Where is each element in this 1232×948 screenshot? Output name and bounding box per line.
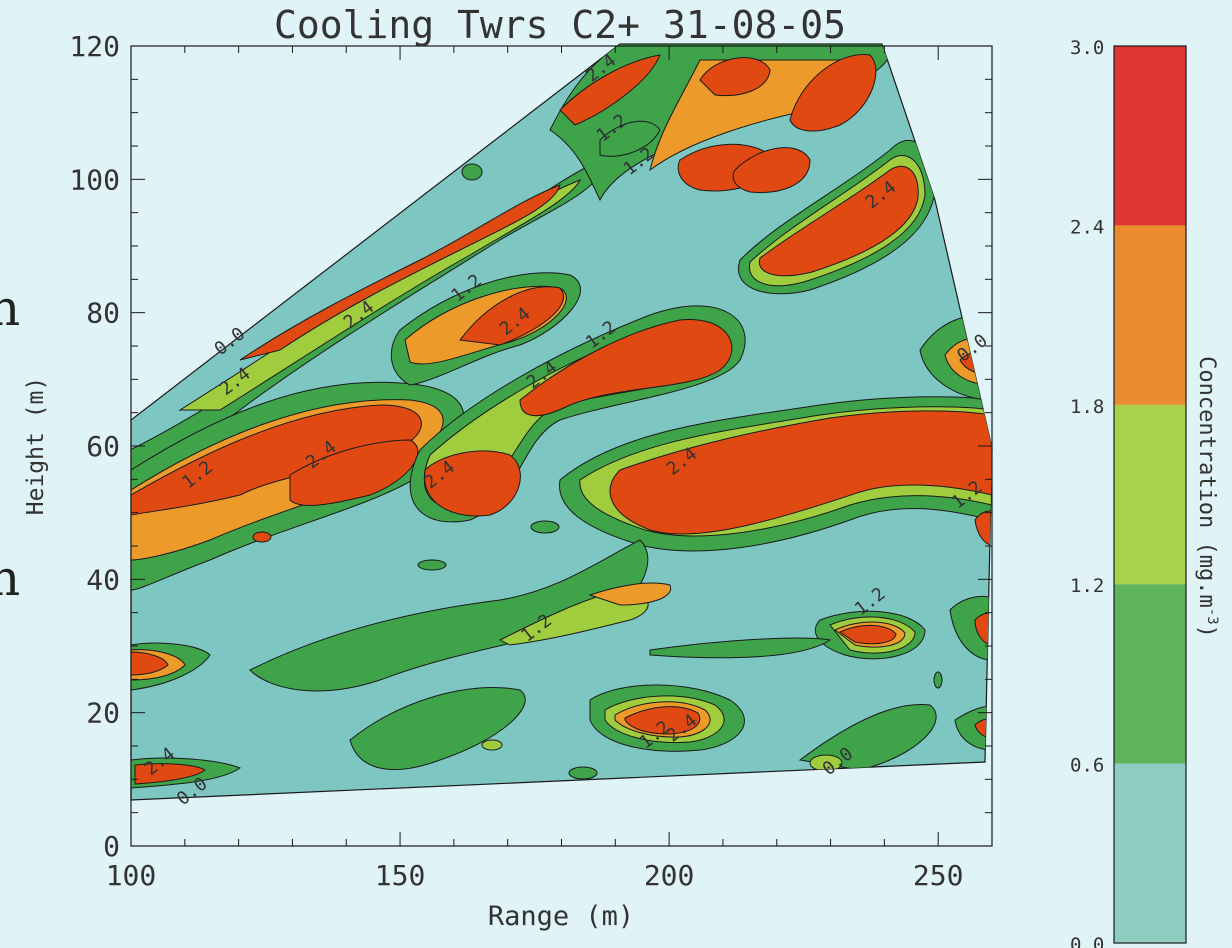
colorbar-block: [1114, 225, 1186, 405]
chart-title: Cooling Twrs C2+ 31-08-05: [274, 3, 846, 47]
x-tick-label: 100: [106, 859, 157, 892]
y-axis-label: Height (m): [23, 377, 49, 515]
colorbar-tick-label: 1.8: [1070, 396, 1104, 418]
plume-band-mid: [390, 272, 746, 523]
colorbar-tick-label: 1.2: [1070, 575, 1104, 597]
colorbar-tick-label: 3.0: [1070, 37, 1104, 59]
y-tick-label: 100: [69, 163, 120, 196]
y-tick-labels: 0 20 40 60 80 100 120: [69, 30, 120, 863]
colorbar-tick-label: 2.4: [1070, 216, 1104, 238]
colorbar-block: [1114, 46, 1186, 226]
plume-specks: [252, 163, 943, 780]
colorbar-block: [1114, 763, 1186, 943]
x-tick-label: 250: [913, 859, 964, 892]
y-tick-label: 60: [86, 430, 120, 463]
plot-area: 0.00.02.41.22.41.21.21.22.42.4 2.41.22.41…: [130, 43, 993, 847]
y-tick-label: 120: [69, 30, 120, 63]
y-tick-label: 20: [86, 697, 120, 730]
x-tick-labels: 100 150 200 250: [106, 859, 964, 892]
colorbar-blocks: [1114, 46, 1186, 943]
plume-band-lower: [249, 539, 937, 771]
colorbar-block: [1114, 584, 1186, 764]
y-tick-label: 80: [86, 297, 120, 330]
plume-band-upper: [131, 159, 602, 471]
colorbar: 0.0 0.6 1.2 1.8 2.4 3.0 Concentration (mg.m-3…: [1070, 37, 1220, 948]
plume-band-right: [559, 396, 992, 552]
x-axis-label: Range (m): [488, 901, 634, 932]
y-tick-label: 40: [86, 563, 120, 596]
edge-glyph: n: [0, 279, 20, 337]
colorbar-label-sup: -3: [1204, 608, 1220, 625]
colorbar-tick-labels: 0.0 0.6 1.2 1.8 2.4 3.0: [1070, 37, 1104, 948]
plume-band-top-right: [549, 44, 936, 295]
colorbar-label: Concentration (mg.m-3): [1194, 356, 1220, 638]
axis-ticks: [130, 45, 993, 847]
colorbar-label-end: ): [1194, 625, 1219, 638]
edge-glyph: n: [0, 549, 20, 607]
colorbar-block: [1114, 404, 1186, 585]
colorbar-frame: [1113, 45, 1187, 944]
x-tick-label: 150: [375, 859, 426, 892]
x-tick-label: 200: [644, 859, 695, 892]
y-tick-label: 0: [103, 830, 120, 863]
plume-band-left-edge: [131, 642, 242, 789]
colorbar-tick-label: 0.0: [1070, 934, 1104, 948]
colorbar-tick-label: 0.6: [1070, 755, 1104, 777]
colorbar-label-text: Concentration (mg.m: [1194, 356, 1219, 608]
plume-band-mid-left: [131, 381, 465, 591]
